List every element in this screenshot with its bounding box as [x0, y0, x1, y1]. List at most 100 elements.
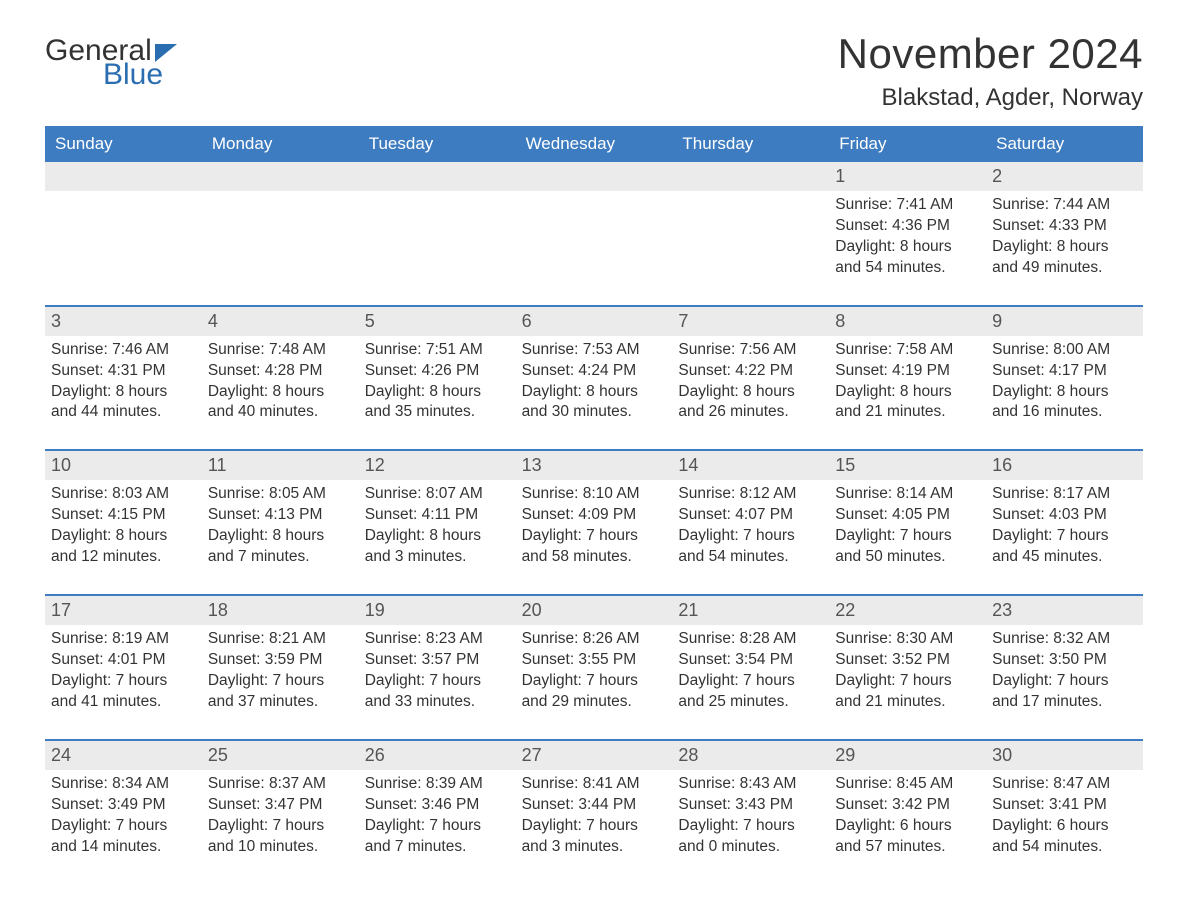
week-row: 10Sunrise: 8:03 AMSunset: 4:15 PMDayligh…: [45, 449, 1143, 576]
day-number: 12: [365, 455, 385, 475]
daylight-line-1: Daylight: 6 hours: [992, 816, 1137, 837]
day-number-strip: 2: [986, 162, 1143, 191]
sunrise-line: Sunrise: 7:48 AM: [208, 340, 353, 361]
daylight-line-1: Daylight: 7 hours: [208, 816, 353, 837]
day-cell-1: 1Sunrise: 7:41 AMSunset: 4:36 PMDaylight…: [829, 162, 986, 287]
day-number: 14: [678, 455, 698, 475]
daylight-line-1: Daylight: 8 hours: [522, 382, 667, 403]
day-number-strip: .: [45, 162, 202, 191]
day-number: 16: [992, 455, 1012, 475]
day-number: 3: [51, 311, 61, 331]
logo-triangle-icon: [155, 44, 177, 62]
daylight-line-2: and 54 minutes.: [992, 837, 1137, 858]
day-cell-27: 27Sunrise: 8:41 AMSunset: 3:44 PMDayligh…: [516, 741, 673, 866]
daylight-line-1: Daylight: 7 hours: [835, 671, 980, 692]
sunset-line: Sunset: 3:59 PM: [208, 650, 353, 671]
day-number: 26: [365, 745, 385, 765]
sunrise-line: Sunrise: 8:00 AM: [992, 340, 1137, 361]
day-number: 20: [522, 600, 542, 620]
day-cell-4: 4Sunrise: 7:48 AMSunset: 4:28 PMDaylight…: [202, 307, 359, 432]
daylight-line-2: and 41 minutes.: [51, 692, 196, 713]
day-number: 15: [835, 455, 855, 475]
day-cell-8: 8Sunrise: 7:58 AMSunset: 4:19 PMDaylight…: [829, 307, 986, 432]
daylight-line-1: Daylight: 7 hours: [678, 671, 823, 692]
sunset-line: Sunset: 3:42 PM: [835, 795, 980, 816]
day-number: 23: [992, 600, 1012, 620]
dow-monday: Monday: [202, 126, 359, 162]
sunrise-line: Sunrise: 8:23 AM: [365, 629, 510, 650]
day-cell-7: 7Sunrise: 7:56 AMSunset: 4:22 PMDaylight…: [672, 307, 829, 432]
daylight-line-2: and 40 minutes.: [208, 402, 353, 423]
sunrise-line: Sunrise: 8:14 AM: [835, 484, 980, 505]
sunrise-line: Sunrise: 8:28 AM: [678, 629, 823, 650]
sunrise-line: Sunrise: 8:10 AM: [522, 484, 667, 505]
day-cell-16: 16Sunrise: 8:17 AMSunset: 4:03 PMDayligh…: [986, 451, 1143, 576]
day-number: 13: [522, 455, 542, 475]
day-cell-22: 22Sunrise: 8:30 AMSunset: 3:52 PMDayligh…: [829, 596, 986, 721]
daylight-line-1: Daylight: 6 hours: [835, 816, 980, 837]
daylight-line-1: Daylight: 7 hours: [522, 526, 667, 547]
sunrise-line: Sunrise: 7:53 AM: [522, 340, 667, 361]
day-number-strip: 3: [45, 307, 202, 336]
sunset-line: Sunset: 4:09 PM: [522, 505, 667, 526]
empty-cell: .: [202, 162, 359, 287]
day-number: 6: [522, 311, 532, 331]
daylight-line-1: Daylight: 8 hours: [678, 382, 823, 403]
sunset-line: Sunset: 4:05 PM: [835, 505, 980, 526]
day-number-strip: 17: [45, 596, 202, 625]
sunrise-line: Sunrise: 8:45 AM: [835, 774, 980, 795]
title-block: November 2024 Blakstad, Agder, Norway: [838, 30, 1143, 112]
daylight-line-1: Daylight: 7 hours: [835, 526, 980, 547]
day-number-strip: 9: [986, 307, 1143, 336]
daylight-line-2: and 14 minutes.: [51, 837, 196, 858]
day-number-strip: 24: [45, 741, 202, 770]
empty-cell: .: [45, 162, 202, 287]
day-number-strip: 26: [359, 741, 516, 770]
sunset-line: Sunset: 4:11 PM: [365, 505, 510, 526]
day-cell-10: 10Sunrise: 8:03 AMSunset: 4:15 PMDayligh…: [45, 451, 202, 576]
day-number-strip: 10: [45, 451, 202, 480]
sunrise-line: Sunrise: 8:37 AM: [208, 774, 353, 795]
sunrise-line: Sunrise: 7:51 AM: [365, 340, 510, 361]
day-number-strip: 4: [202, 307, 359, 336]
day-cell-21: 21Sunrise: 8:28 AMSunset: 3:54 PMDayligh…: [672, 596, 829, 721]
daylight-line-2: and 7 minutes.: [208, 547, 353, 568]
daylight-line-2: and 35 minutes.: [365, 402, 510, 423]
daylight-line-1: Daylight: 8 hours: [51, 382, 196, 403]
day-cell-14: 14Sunrise: 8:12 AMSunset: 4:07 PMDayligh…: [672, 451, 829, 576]
daylight-line-2: and 12 minutes.: [51, 547, 196, 568]
sunset-line: Sunset: 3:55 PM: [522, 650, 667, 671]
week-row: 17Sunrise: 8:19 AMSunset: 4:01 PMDayligh…: [45, 594, 1143, 721]
day-of-week-header: SundayMondayTuesdayWednesdayThursdayFrid…: [45, 126, 1143, 162]
daylight-line-1: Daylight: 8 hours: [51, 526, 196, 547]
sunset-line: Sunset: 4:15 PM: [51, 505, 196, 526]
sunset-line: Sunset: 3:54 PM: [678, 650, 823, 671]
day-cell-3: 3Sunrise: 7:46 AMSunset: 4:31 PMDaylight…: [45, 307, 202, 432]
day-cell-29: 29Sunrise: 8:45 AMSunset: 3:42 PMDayligh…: [829, 741, 986, 866]
daylight-line-1: Daylight: 7 hours: [522, 816, 667, 837]
sunrise-line: Sunrise: 8:19 AM: [51, 629, 196, 650]
daylight-line-2: and 57 minutes.: [835, 837, 980, 858]
day-number-strip: 23: [986, 596, 1143, 625]
day-number-strip: 16: [986, 451, 1143, 480]
day-cell-11: 11Sunrise: 8:05 AMSunset: 4:13 PMDayligh…: [202, 451, 359, 576]
week-row: .....1Sunrise: 7:41 AMSunset: 4:36 PMDay…: [45, 162, 1143, 287]
day-cell-15: 15 Sunrise: 8:14 AMSunset: 4:05 PMDayligh…: [829, 451, 986, 576]
day-number-strip: 11: [202, 451, 359, 480]
sunrise-line: Sunrise: 8:34 AM: [51, 774, 196, 795]
daylight-line-2: and 3 minutes.: [522, 837, 667, 858]
sunset-line: Sunset: 3:44 PM: [522, 795, 667, 816]
day-number-strip: 7: [672, 307, 829, 336]
daylight-line-2: and 33 minutes.: [365, 692, 510, 713]
day-number: 10: [51, 455, 71, 475]
sunrise-line: Sunrise: 7:44 AM: [992, 195, 1137, 216]
week-row: 3Sunrise: 7:46 AMSunset: 4:31 PMDaylight…: [45, 305, 1143, 432]
daylight-line-2: and 10 minutes.: [208, 837, 353, 858]
day-cell-25: 25Sunrise: 8:37 AMSunset: 3:47 PMDayligh…: [202, 741, 359, 866]
day-cell-24: 24Sunrise: 8:34 AMSunset: 3:49 PMDayligh…: [45, 741, 202, 866]
daylight-line-1: Daylight: 7 hours: [365, 816, 510, 837]
sunrise-line: Sunrise: 8:30 AM: [835, 629, 980, 650]
sunset-line: Sunset: 3:52 PM: [835, 650, 980, 671]
day-number-strip: .: [672, 162, 829, 191]
day-number-strip: 20: [516, 596, 673, 625]
